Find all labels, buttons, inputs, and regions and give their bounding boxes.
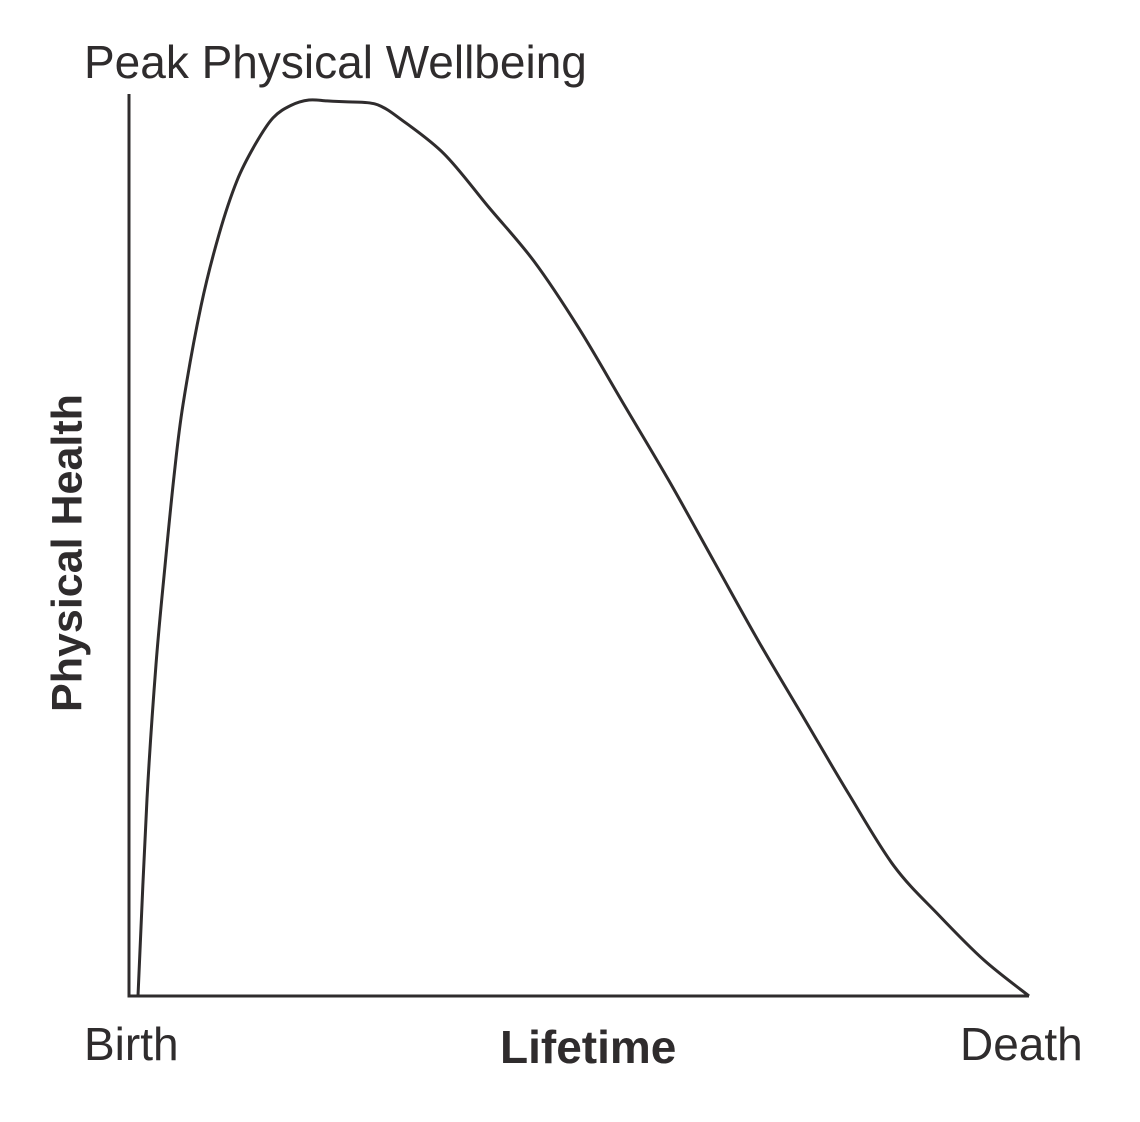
x-axis-label: Lifetime — [500, 1021, 677, 1073]
health-curve-line — [136, 98, 1030, 998]
x-tick-death: Death — [960, 1018, 1083, 1070]
x-tick-birth: Birth — [84, 1018, 179, 1070]
peak-annotation: Peak Physical Wellbeing — [84, 36, 587, 88]
y-axis-label: Physical Health — [43, 394, 92, 712]
